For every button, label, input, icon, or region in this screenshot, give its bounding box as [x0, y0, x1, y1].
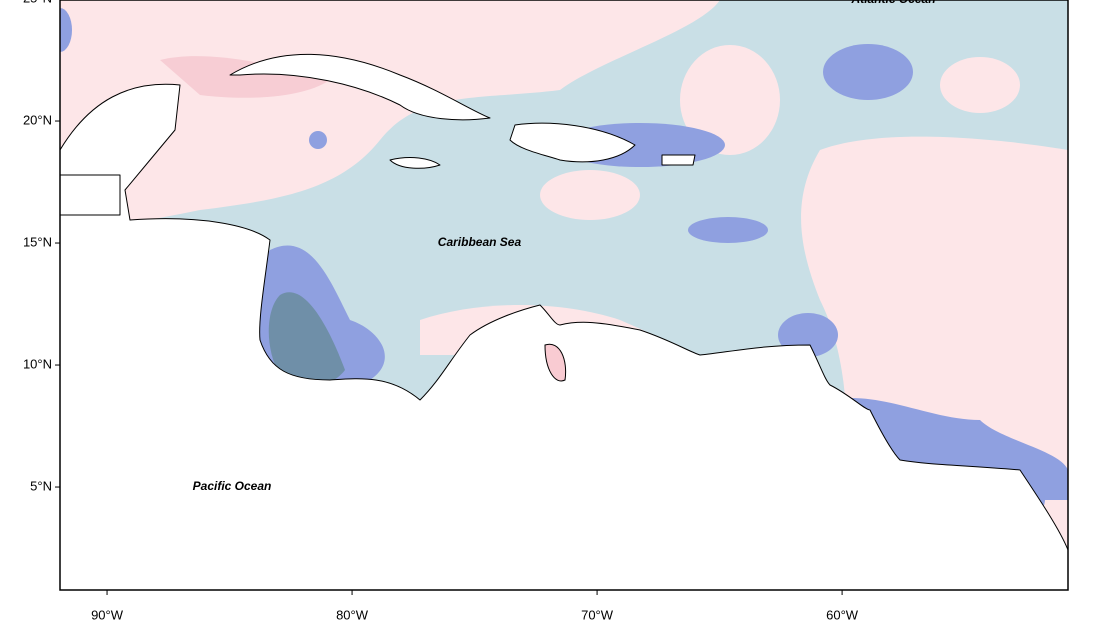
x-tick-label: 60°W — [826, 607, 859, 622]
belize-border — [60, 174, 121, 216]
y-tick-label: 10°N — [23, 356, 52, 371]
lake-maracaibo — [544, 343, 567, 382]
ocean-label: Atlantic Ocean — [851, 0, 936, 6]
puerto-rico — [661, 154, 696, 166]
positive-area — [940, 57, 1020, 113]
x-tick-label: 90°W — [91, 607, 124, 622]
positive-area — [60, 0, 720, 230]
cuba — [229, 53, 491, 121]
positive-area — [680, 45, 780, 155]
hispaniola — [509, 122, 636, 163]
positive-area — [540, 170, 640, 220]
y-tick-label: 20°N — [23, 112, 52, 127]
negative-area — [823, 44, 913, 100]
map-frame — [59, 0, 1069, 591]
ocean-label: Pacific Ocean — [193, 479, 272, 493]
jamaica — [389, 157, 441, 169]
y-tick-label: 5°N — [30, 478, 52, 493]
ocean-label: Caribbean Sea — [438, 235, 522, 249]
strong-negative-area — [268, 292, 345, 386]
anomaly-field — [60, 0, 1068, 590]
mainland — [60, 83, 1068, 590]
y-tick-label: 15°N — [23, 234, 52, 249]
x-tick-label: 80°W — [336, 607, 369, 622]
negative-area — [60, 8, 72, 52]
negative-area — [309, 131, 327, 149]
y-tick-label: 25°N — [23, 0, 52, 5]
x-tick-label: 70°W — [581, 607, 614, 622]
negative-area — [688, 217, 768, 243]
positive-area — [160, 56, 330, 98]
